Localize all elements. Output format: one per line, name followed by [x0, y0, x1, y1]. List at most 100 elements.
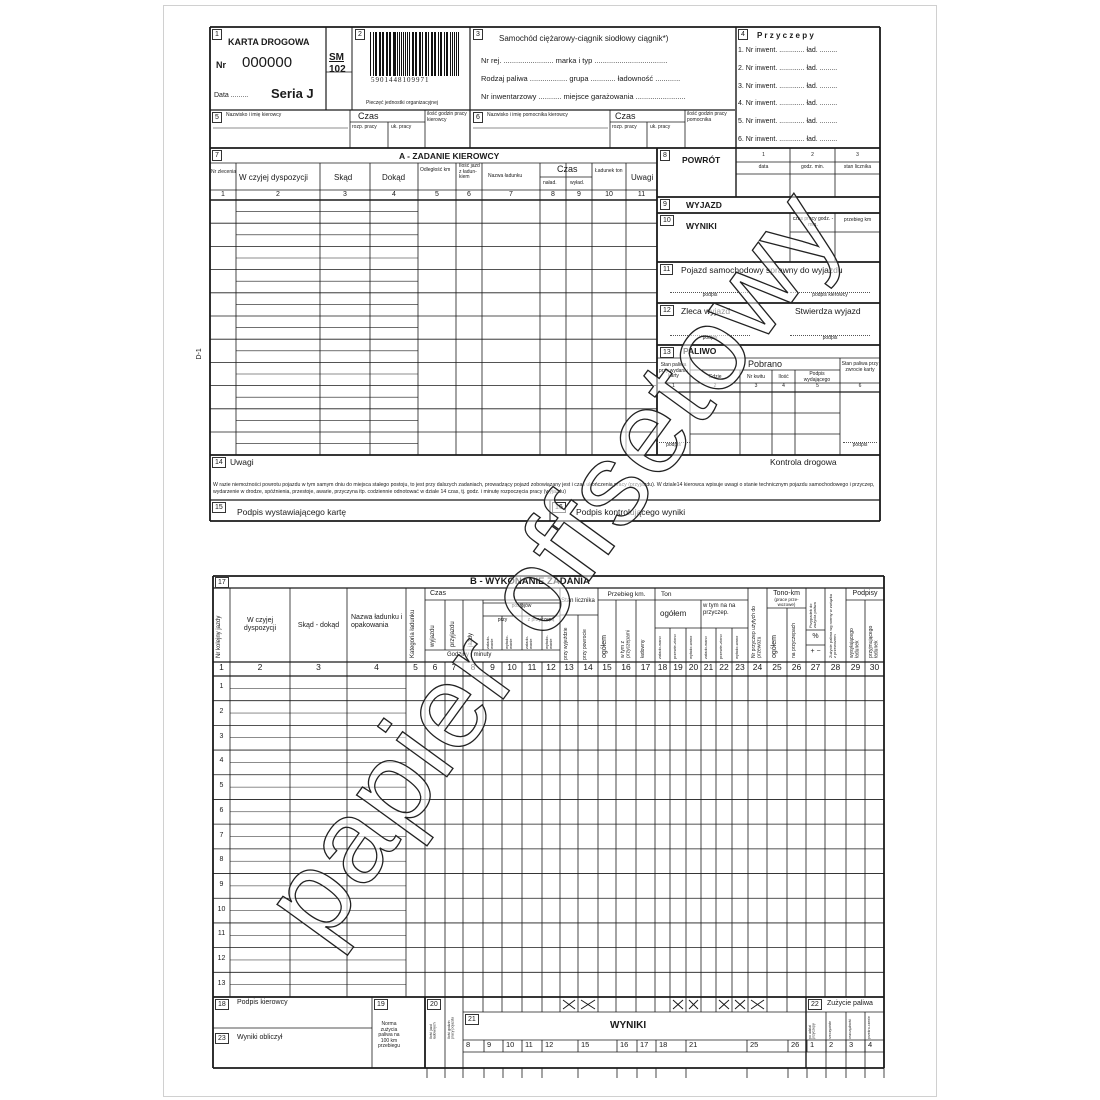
trailer-line: 4. Nr inwent. ............. ład. .......…: [738, 100, 838, 107]
box-number: 10: [660, 215, 674, 226]
col-number: 23: [735, 662, 745, 672]
col-header: wyjazdu: [430, 625, 436, 647]
row-number: 6: [219, 806, 224, 814]
footer-col-number: 12: [545, 1040, 554, 1049]
barcode-bar: [379, 32, 381, 76]
wyniki-title: WYNIKI: [686, 221, 717, 231]
col-header: w tym na na przyczep.: [703, 603, 736, 616]
zuzycie-sub: oszczędność: [848, 1018, 852, 1039]
barcode-bar: [421, 32, 423, 76]
col-header: wyłado-wanie: [504, 635, 514, 649]
powrot-col-number: 1: [762, 152, 765, 158]
footer-col-number: 15: [581, 1040, 590, 1049]
grid-line: [562, 999, 576, 1010]
col-header: Przypadek do zużycia paliwa: [808, 602, 818, 628]
row-number: 12: [217, 954, 226, 962]
footer-col-number: 16: [620, 1040, 629, 1049]
col-number: 27: [810, 662, 821, 672]
col-number: 2: [257, 662, 263, 672]
col-header: Kategoria ładunku: [410, 609, 416, 658]
col-header: przyjmującego ładunek: [868, 625, 880, 658]
col-header: ogółem: [660, 609, 687, 618]
col-number: 6: [432, 662, 438, 672]
footer-col-number: 2: [829, 1040, 834, 1049]
stamp-label: Pieczęć jednostki organizacyjnej: [366, 100, 438, 106]
plusminus-label: + −: [810, 648, 821, 655]
signature-line: podpis: [670, 292, 750, 299]
row-number: 10: [217, 905, 226, 913]
end-label: uk. pracy: [391, 124, 412, 130]
signature-line: podpis: [843, 442, 877, 449]
col-header: Dokąd: [382, 173, 406, 182]
grid-line: [718, 999, 730, 1010]
footer-col-number: 11: [525, 1040, 533, 1049]
col-number: 5: [435, 191, 439, 198]
wyjazd-title: WYJAZD: [686, 200, 722, 210]
barcode: [370, 32, 460, 76]
box-number: 3: [473, 29, 483, 40]
zleca-wyjazd: Zleca wyjazd: [681, 306, 731, 316]
barcode-bar: [370, 32, 372, 76]
box-number: 20: [427, 999, 441, 1010]
col-number: 1: [672, 383, 675, 389]
col-header: przewie-ziono: [672, 634, 677, 659]
barcode-bar: [376, 32, 378, 76]
footer-col-number: 25: [750, 1040, 759, 1049]
box-number: 14: [212, 457, 226, 468]
trailer-line: 6. Nr inwent. ............. ład. .......…: [738, 136, 838, 143]
col-number: 19: [673, 662, 683, 672]
col-number: 11: [637, 191, 646, 198]
barcode-bar: [392, 32, 394, 76]
col-header: wysyłającego ładunek: [849, 628, 861, 658]
col-number: 11: [527, 662, 537, 672]
signature-line: podpis: [670, 335, 750, 342]
grid-line: [734, 999, 746, 1010]
col-header: Nazwa ładunku: [488, 173, 523, 179]
box-number: 12: [660, 305, 674, 316]
col-number: 2: [276, 191, 280, 198]
col-number: 6: [858, 383, 862, 389]
barcode-bar: [389, 32, 391, 76]
footer-col-number: 18: [659, 1040, 668, 1049]
row-number: 8: [219, 856, 224, 864]
col-header: załado-wanie: [524, 635, 534, 649]
barcode-bar: [428, 32, 429, 76]
col-header: załado-wano: [657, 636, 662, 659]
footer-col-number: 26: [791, 1040, 800, 1049]
barcode-bar: [400, 32, 402, 76]
czas-header: Czas: [557, 164, 578, 174]
podpis-wystawiajacego: Podpis wystawiającego kartę: [237, 507, 347, 517]
col-number: 9: [490, 662, 495, 672]
czas-header: Czas: [430, 590, 446, 597]
sm-code: SM: [329, 52, 344, 63]
side-label: D-1: [195, 348, 203, 360]
box-number: 21: [465, 1014, 479, 1025]
footer-col-number: 3: [849, 1040, 854, 1049]
trailer-line: 5. Nr inwent. ............. ład. .......…: [738, 118, 838, 125]
barcode-bar: [383, 32, 384, 76]
row-number: 1: [219, 683, 224, 691]
footer-col-number: 21: [689, 1040, 698, 1049]
section-a-title: A - ZADANIE KIEROWCY: [399, 151, 500, 161]
trailer-line: 2. Nr inwent. ............. ład. .......…: [738, 65, 838, 72]
col-number: 3: [754, 383, 758, 389]
row-number: 5: [219, 782, 224, 790]
wyniki-col: przebieg km: [843, 217, 872, 223]
ilosc-godzin: Ilość godzin pracy pojazdu: [447, 1017, 455, 1039]
barcode-bar: [405, 32, 406, 76]
box-number: 16: [552, 502, 566, 513]
powrot-col-label: godz. min.: [800, 164, 825, 170]
col-header: wyłado-wano: [734, 635, 739, 659]
grid-line: [688, 999, 699, 1010]
zuzycie-sub: po udział przyczepy: [808, 1023, 816, 1039]
barcode-bar: [411, 32, 413, 76]
col-number: 21: [703, 662, 714, 672]
zuzycie-sub: przekro-czenie: [867, 1016, 871, 1039]
barcode-bar: [450, 32, 452, 76]
czas-label: Czas: [615, 111, 636, 121]
wyniki-title: WYNIKI: [610, 1020, 647, 1031]
col-number: 7: [451, 662, 457, 672]
barcode-bar: [394, 32, 396, 76]
col-number: 4: [782, 383, 785, 389]
col-number: 5: [816, 383, 819, 389]
